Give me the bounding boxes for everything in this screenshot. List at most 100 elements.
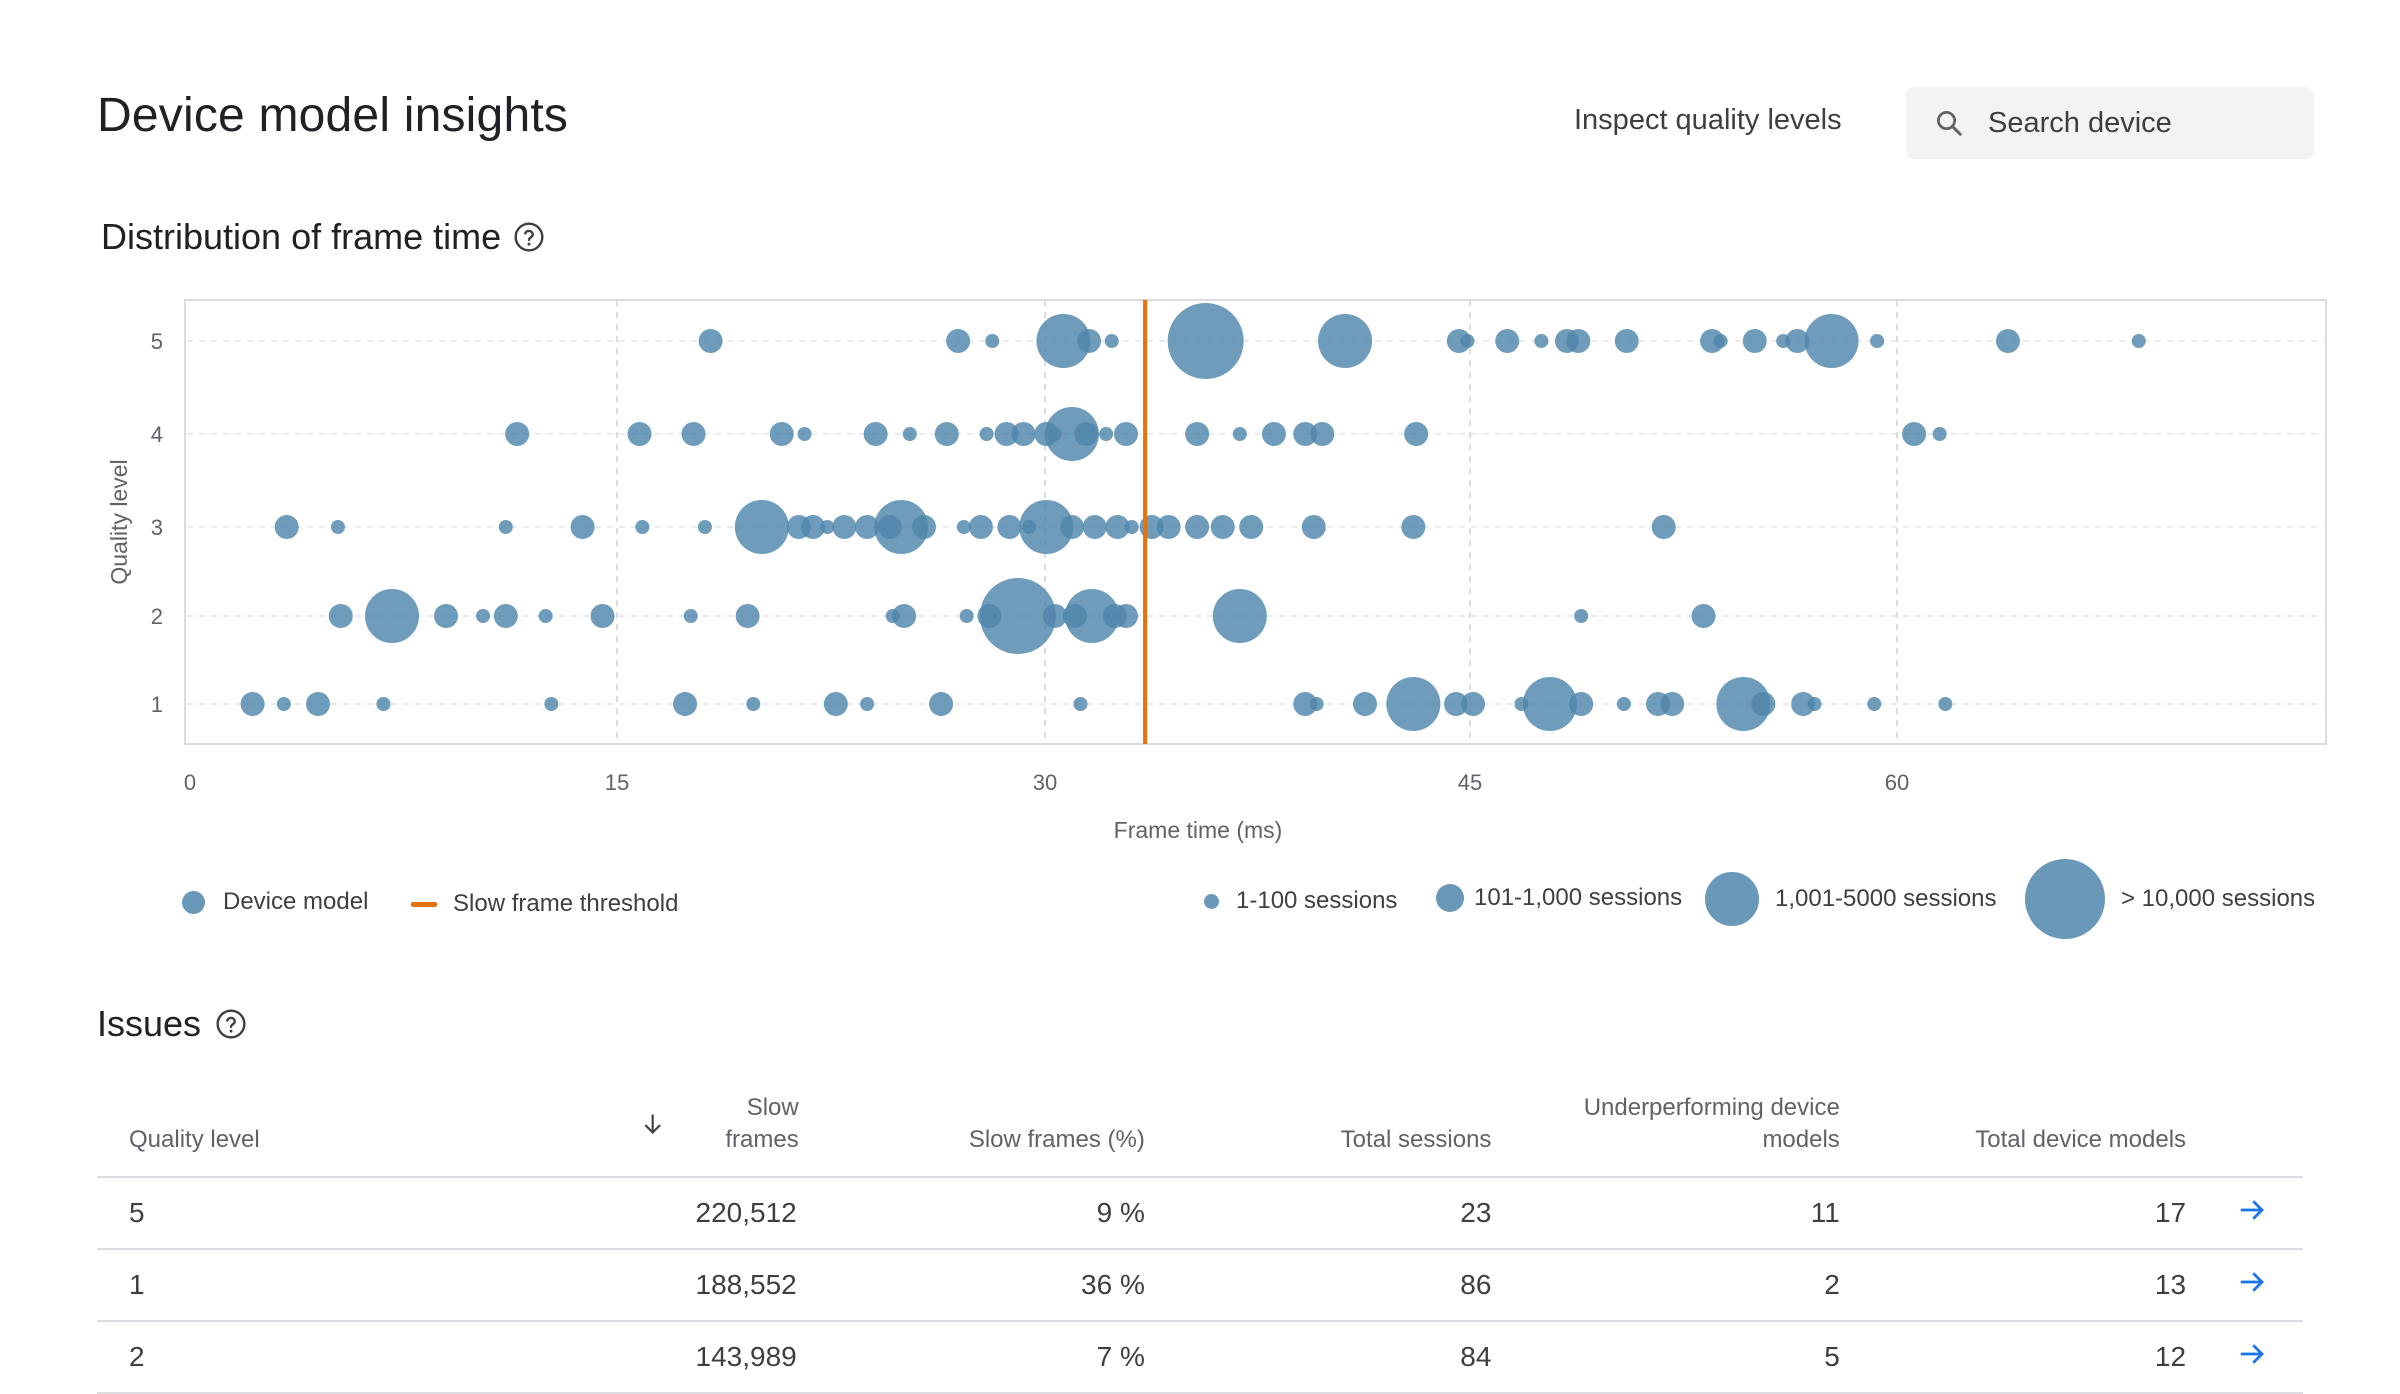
device-model-point[interactable]	[734, 500, 789, 554]
device-model-point[interactable]	[1011, 422, 1036, 446]
device-model-point[interactable]	[681, 422, 706, 446]
device-model-point[interactable]	[498, 520, 513, 534]
arrow-right-icon[interactable]	[2237, 1195, 2267, 1225]
device-model-point[interactable]	[1239, 515, 1264, 539]
device-model-point[interactable]	[860, 697, 875, 711]
device-model-point[interactable]	[1791, 692, 1816, 716]
device-model-point[interactable]	[946, 329, 971, 353]
device-model-point[interactable]	[1105, 515, 1130, 539]
device-model-point[interactable]	[673, 692, 698, 716]
device-model-point[interactable]	[1614, 329, 1639, 353]
table-row[interactable]: 5 220,512 9 % 23 11 17	[97, 1177, 2303, 1250]
device-model-point[interactable]	[968, 515, 993, 539]
col-quality-level[interactable]: Quality level	[97, 1060, 640, 1178]
device-model-point[interactable]	[1495, 329, 1520, 353]
device-model-point[interactable]	[994, 422, 1019, 446]
device-model-point[interactable]	[493, 604, 518, 628]
device-model-point[interactable]	[1660, 692, 1685, 716]
device-model-point[interactable]	[934, 422, 959, 446]
device-model-point[interactable]	[1082, 515, 1107, 539]
device-model-point[interactable]	[1651, 515, 1676, 539]
device-model-point[interactable]	[1867, 697, 1882, 711]
device-model-point[interactable]	[892, 604, 917, 628]
device-model-point[interactable]	[912, 515, 937, 539]
device-model-point[interactable]	[823, 692, 848, 716]
device-model-point[interactable]	[376, 697, 391, 711]
device-model-point[interactable]	[274, 515, 299, 539]
device-model-point[interactable]	[1059, 515, 1084, 539]
device-model-point[interactable]	[544, 697, 559, 711]
device-model-point[interactable]	[1785, 329, 1810, 353]
col-slow-frames-pct[interactable]: Slow frames (%)	[798, 1060, 1145, 1178]
device-model-point[interactable]	[1534, 334, 1549, 348]
col-total-device-models[interactable]: Total device models	[1839, 1060, 2187, 1178]
row-open-cell[interactable]	[2186, 1249, 2303, 1322]
device-model-point[interactable]	[979, 578, 1056, 654]
table-row[interactable]: 2 143,989 7 % 84 5 12	[97, 1321, 2303, 1394]
device-model-point[interactable]	[1522, 677, 1577, 731]
col-underperforming[interactable]: Underperforming device models	[1491, 1060, 1840, 1178]
help-icon[interactable]	[513, 221, 545, 253]
device-model-point[interactable]	[1444, 692, 1469, 716]
device-model-point[interactable]	[1995, 329, 2020, 353]
device-model-point[interactable]	[1616, 697, 1631, 711]
device-model-point[interactable]	[959, 609, 974, 623]
device-model-point[interactable]	[985, 334, 1000, 348]
arrow-right-icon[interactable]	[2237, 1339, 2267, 1369]
device-model-point[interactable]	[1932, 427, 1947, 441]
device-model-point[interactable]	[1716, 677, 1771, 731]
device-model-point[interactable]	[1807, 697, 1822, 711]
search-input[interactable]	[1986, 105, 2290, 141]
device-model-point[interactable]	[735, 604, 760, 628]
device-model-point[interactable]	[1185, 515, 1210, 539]
device-model-point[interactable]	[330, 520, 345, 534]
device-model-point[interactable]	[769, 422, 794, 446]
device-model-point[interactable]	[698, 329, 723, 353]
device-model-point[interactable]	[683, 609, 698, 623]
device-model-point[interactable]	[1804, 314, 1859, 368]
device-model-point[interactable]	[1461, 692, 1486, 716]
device-model-point[interactable]	[1114, 422, 1139, 446]
device-model-point[interactable]	[1042, 604, 1067, 628]
device-model-point[interactable]	[855, 515, 880, 539]
device-model-point[interactable]	[697, 520, 712, 534]
device-model-point[interactable]	[1386, 677, 1441, 731]
sort-down-icon[interactable]	[640, 1110, 665, 1138]
device-model-point[interactable]	[1318, 314, 1373, 368]
device-model-point[interactable]	[997, 515, 1022, 539]
device-model-point[interactable]	[1185, 422, 1210, 446]
device-model-point[interactable]	[364, 589, 419, 643]
device-model-point[interactable]	[1713, 334, 1728, 348]
device-model-point[interactable]	[1309, 697, 1324, 711]
device-model-point[interactable]	[1210, 515, 1235, 539]
table-row[interactable]: 1 188,552 36 % 86 2 13	[97, 1249, 2303, 1322]
device-model-point[interactable]	[538, 609, 553, 623]
device-model-point[interactable]	[1574, 609, 1589, 623]
device-model-point[interactable]	[1232, 427, 1247, 441]
device-model-point[interactable]	[1064, 589, 1119, 643]
device-model-point[interactable]	[2131, 334, 2146, 348]
device-model-point[interactable]	[1301, 515, 1326, 539]
search-box[interactable]	[1906, 87, 2314, 159]
device-model-point[interactable]	[1261, 422, 1286, 446]
device-model-point[interactable]	[306, 692, 331, 716]
row-open-cell[interactable]	[2186, 1177, 2303, 1250]
device-model-point[interactable]	[627, 422, 652, 446]
device-model-point[interactable]	[1310, 422, 1335, 446]
device-model-point[interactable]	[1104, 334, 1119, 348]
device-model-point[interactable]	[635, 520, 650, 534]
device-model-point[interactable]	[1691, 604, 1716, 628]
device-model-point[interactable]	[1566, 329, 1591, 353]
device-model-point[interactable]	[1124, 520, 1139, 534]
device-model-point[interactable]	[276, 697, 291, 711]
device-model-point[interactable]	[1044, 407, 1099, 461]
device-model-point[interactable]	[1870, 334, 1885, 348]
device-model-point[interactable]	[902, 427, 917, 441]
device-model-point[interactable]	[746, 697, 761, 711]
device-model-point[interactable]	[570, 515, 595, 539]
device-model-point[interactable]	[1099, 427, 1114, 441]
device-model-point[interactable]	[1938, 697, 1953, 711]
device-model-point[interactable]	[1293, 422, 1318, 446]
device-model-point[interactable]	[1156, 515, 1181, 539]
device-model-point[interactable]	[832, 515, 857, 539]
